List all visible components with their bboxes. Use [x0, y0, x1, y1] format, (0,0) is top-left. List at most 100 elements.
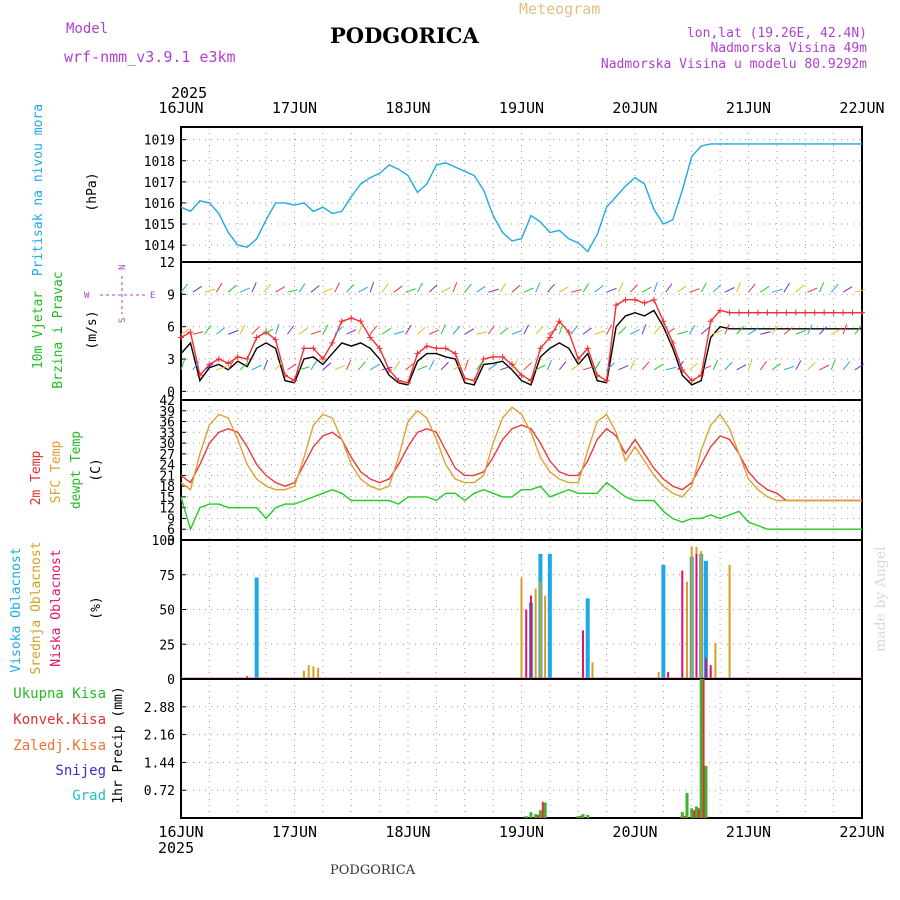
legend-ukupna: Ukupna Kisa: [13, 686, 106, 702]
wind-arrow: [819, 326, 828, 335]
gust-marker: [471, 377, 478, 384]
wind-arrow: [298, 327, 309, 335]
wind-arrow: [689, 362, 698, 371]
wind-arrow: [381, 366, 393, 371]
sfc-ylabel: SFC Temp: [49, 441, 64, 504]
gust-marker: [461, 375, 468, 382]
wind-arrow: [854, 289, 866, 293]
wind-arrow: [251, 364, 262, 371]
wind-arrow: [535, 364, 546, 371]
y-tick-label: 2.88: [144, 701, 175, 716]
y-tick-label: 3: [167, 534, 175, 549]
series-sfc-temp: [180, 406, 862, 502]
pressure-ylabel: Pritisak na nivou mora: [31, 104, 46, 276]
wind-arrow: [428, 284, 438, 293]
temp-unit: (C): [89, 458, 104, 481]
wind-arrow: [748, 359, 753, 370]
bar-visoka: [703, 560, 708, 679]
gust-marker: [300, 345, 307, 352]
wind-arrow: [204, 363, 214, 371]
y-tick-label: 12: [159, 256, 175, 271]
y-tick-label: 42: [159, 394, 175, 409]
gust-marker: [196, 372, 203, 379]
wind-arrow: [570, 325, 578, 335]
gust-marker: [234, 353, 241, 360]
wind-arrow: [854, 325, 862, 335]
gust-marker: [556, 318, 563, 325]
wind-arrow: [677, 285, 687, 293]
wind-arrow: [275, 324, 280, 335]
wind-arrow: [760, 331, 771, 335]
wind-arrow: [594, 330, 606, 335]
bar-srednja: [591, 662, 594, 679]
bar-ukupna: [685, 792, 689, 818]
wind-arrow: [759, 360, 768, 371]
wind-arrow: [629, 359, 636, 371]
wind-arrow: [334, 282, 340, 293]
wind-arrow: [346, 359, 352, 371]
wind-ylabel-2: Brzina i Pravac: [51, 271, 66, 388]
gust-marker: [717, 307, 724, 314]
wind-arrow: [641, 286, 652, 293]
wind-arrow: [429, 329, 440, 335]
gust-marker: [291, 377, 298, 384]
gust-marker: [802, 309, 809, 316]
bar-visoka: [585, 598, 590, 679]
wind-arrow: [795, 360, 802, 371]
wind-arrow: [724, 287, 735, 293]
gust-marker: [395, 377, 402, 384]
bar-ukupna: [704, 765, 708, 818]
y-tick-label: 39: [159, 405, 175, 420]
y-tick-label: 1018: [144, 155, 175, 170]
wind-arrow: [771, 325, 779, 335]
wind-arrow: [452, 282, 458, 293]
wind-arrow: [665, 283, 673, 293]
wind-arrow: [417, 365, 428, 371]
wind-arrow: [500, 365, 511, 371]
bar-visoka: [661, 565, 666, 679]
wind-arrow: [488, 288, 499, 293]
wind-panel: 10m Vjetar Brzina i Pravac (m/s) N W E S…: [31, 256, 866, 401]
wind-arrow: [334, 326, 343, 335]
wind-arrow: [464, 283, 472, 293]
wind-arrow: [417, 326, 426, 335]
y-tick-label: 0: [167, 385, 175, 400]
series-2m-temp: [180, 424, 862, 502]
wind-arrow: [617, 282, 624, 293]
wind-arrow: [641, 324, 647, 335]
gust-marker: [584, 345, 591, 352]
wind-arrow: [275, 286, 285, 293]
svg-text:W: W: [84, 291, 90, 301]
bar-ukupna: [586, 814, 590, 818]
wind-arrow: [712, 284, 722, 293]
wind-arrow: [665, 327, 675, 335]
gust-marker: [840, 309, 847, 316]
x-axis-bottom: 16JUN 17JUN 18JUN 19JUN 20JUN 21JUN 22JUN: [158, 823, 884, 841]
gust-marker: [509, 361, 516, 368]
bar-ukupna: [699, 679, 703, 818]
wind-arrow: [641, 361, 650, 371]
wind-arrow: [618, 365, 629, 371]
low-cloud-ylabel: Niska Oblacnost: [49, 549, 64, 666]
gust-marker: [613, 302, 620, 309]
bar-ukupna: [690, 808, 694, 818]
y-tick-label: 12: [159, 502, 175, 517]
wind-arrow: [322, 324, 329, 335]
wind-arrow: [357, 324, 363, 335]
wind-arrow: [842, 286, 853, 293]
y-tick-label: 6: [167, 321, 175, 336]
gust-marker: [859, 309, 865, 316]
wind-arrow: [807, 324, 813, 335]
wind-arrow: [736, 325, 745, 335]
gust-marker: [423, 343, 430, 350]
bar-ukupna: [538, 810, 542, 818]
wind-arrow: [783, 327, 793, 335]
bar-visoka: [254, 577, 259, 679]
gust-marker: [376, 345, 383, 352]
wind-arrow: [712, 329, 723, 335]
wind-arrow: [558, 324, 564, 335]
wind-arrow: [452, 325, 461, 335]
wind-arrow: [216, 365, 227, 371]
y-tick-label: 1015: [144, 218, 175, 233]
